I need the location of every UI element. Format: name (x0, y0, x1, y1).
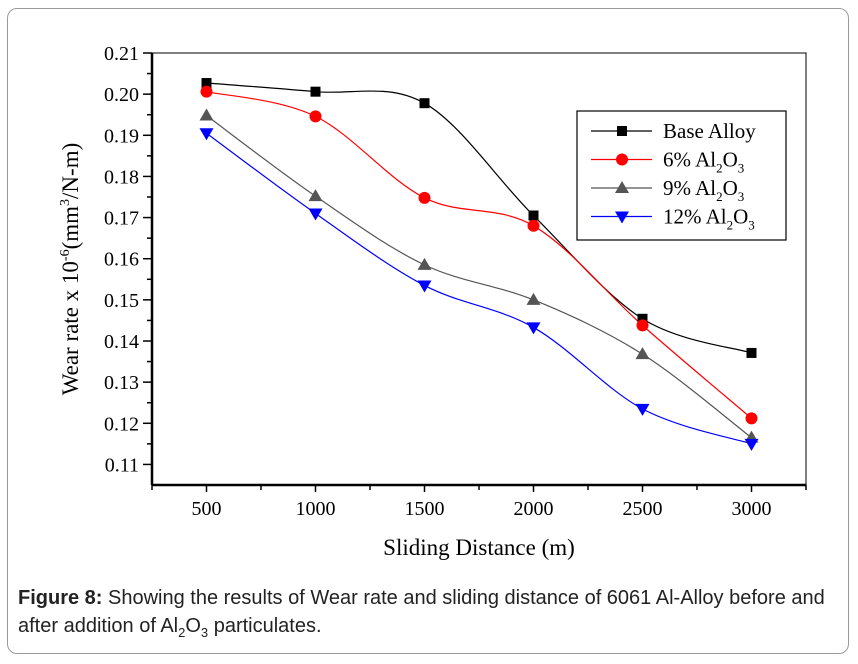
legend-label: 12% Al2O3 (663, 205, 755, 233)
data-point-circle (200, 85, 213, 98)
caption-text: Showing the results of Wear rate and sli… (18, 587, 825, 637)
data-point-triangle-up (635, 347, 650, 360)
caption-sub-2: 2 (178, 625, 186, 640)
legend-label: 9% Al2O3 (663, 176, 744, 204)
x-axis-label: Sliding Distance (m) (383, 535, 575, 560)
data-point-circle (636, 319, 649, 332)
y-tick-label: 0.19 (104, 125, 139, 147)
y-tick-label: 0.12 (104, 413, 139, 435)
x-tick-label: 2000 (514, 498, 554, 520)
series-line-2 (206, 115, 752, 439)
legend-marker-square (617, 126, 627, 136)
data-point-triangle-up (308, 189, 323, 202)
axis-labels: Sliding Distance (m) Wear rate x 10-6(mm3… (58, 143, 575, 560)
legend-label: 6% Al2O3 (663, 148, 744, 176)
caption-o: O (185, 615, 201, 637)
data-point-circle (527, 219, 540, 232)
y-tick-label: 0.14 (104, 331, 139, 353)
y-tick-label: 0.13 (104, 372, 139, 394)
y-tick-label: 0.18 (104, 166, 139, 188)
y-tick-label: 0.15 (104, 290, 139, 312)
x-tick-label: 1000 (296, 498, 336, 520)
x-tick-label: 3000 (732, 498, 772, 520)
legend-marker-circle (616, 153, 628, 166)
y-tick-label: 0.11 (105, 454, 139, 476)
series-markers (199, 78, 759, 451)
y-tick-label: 0.20 (104, 84, 139, 106)
y-tick-label: 0.21 (104, 43, 139, 65)
figure-caption: Figure 8: Showing the results of Wear ra… (18, 584, 848, 640)
legend-label: Base Alloy (663, 119, 756, 143)
data-point-triangle-down (199, 128, 214, 141)
series-line-0 (206, 82, 752, 354)
y-tick-label: 0.17 (104, 208, 139, 230)
data-point-circle (745, 412, 758, 425)
wear-rate-chart: 0.11 0.12 0.13 0.14 0.15 0.16 0.17 0.18 0.19 0.20… (58, 43, 807, 560)
data-point-triangle-up (199, 108, 214, 121)
data-point-square (637, 313, 648, 324)
data-point-square (201, 78, 212, 89)
x-tick-label: 500 (192, 498, 222, 520)
data-point-triangle-down (526, 322, 541, 335)
series-line-3 (206, 132, 752, 445)
data-point-circle (309, 110, 322, 123)
data-point-triangle-down (308, 208, 323, 221)
data-point-square (528, 210, 539, 221)
legend-marker-triangle-down (615, 211, 629, 224)
caption-label: Figure 8: (18, 587, 103, 609)
data-point-square (310, 86, 321, 97)
data-point-triangle-down (635, 403, 650, 416)
y-tick-label: 0.16 (104, 249, 139, 271)
caption-sub-3: 3 (200, 625, 209, 640)
x-tick-label: 2500 (623, 498, 663, 520)
data-point-circle (418, 191, 431, 204)
data-point-square (746, 347, 757, 358)
data-point-triangle-up (526, 292, 541, 305)
legend-box (576, 110, 787, 241)
legend-marker-triangle-up (615, 181, 629, 193)
axes: 0.11 0.12 0.13 0.14 0.15 0.16 0.17 0.18 0.19 0.20… (104, 43, 807, 520)
data-point-triangle-down (417, 280, 432, 293)
data-point-triangle-down (744, 438, 759, 451)
y-axis-label: Wear rate x 10-6(mm3/N-m) (58, 143, 83, 396)
data-point-square (419, 98, 430, 109)
caption-text-end: particulates. (208, 615, 322, 637)
data-point-triangle-up (417, 257, 432, 270)
x-tick-label: 1500 (405, 498, 445, 520)
